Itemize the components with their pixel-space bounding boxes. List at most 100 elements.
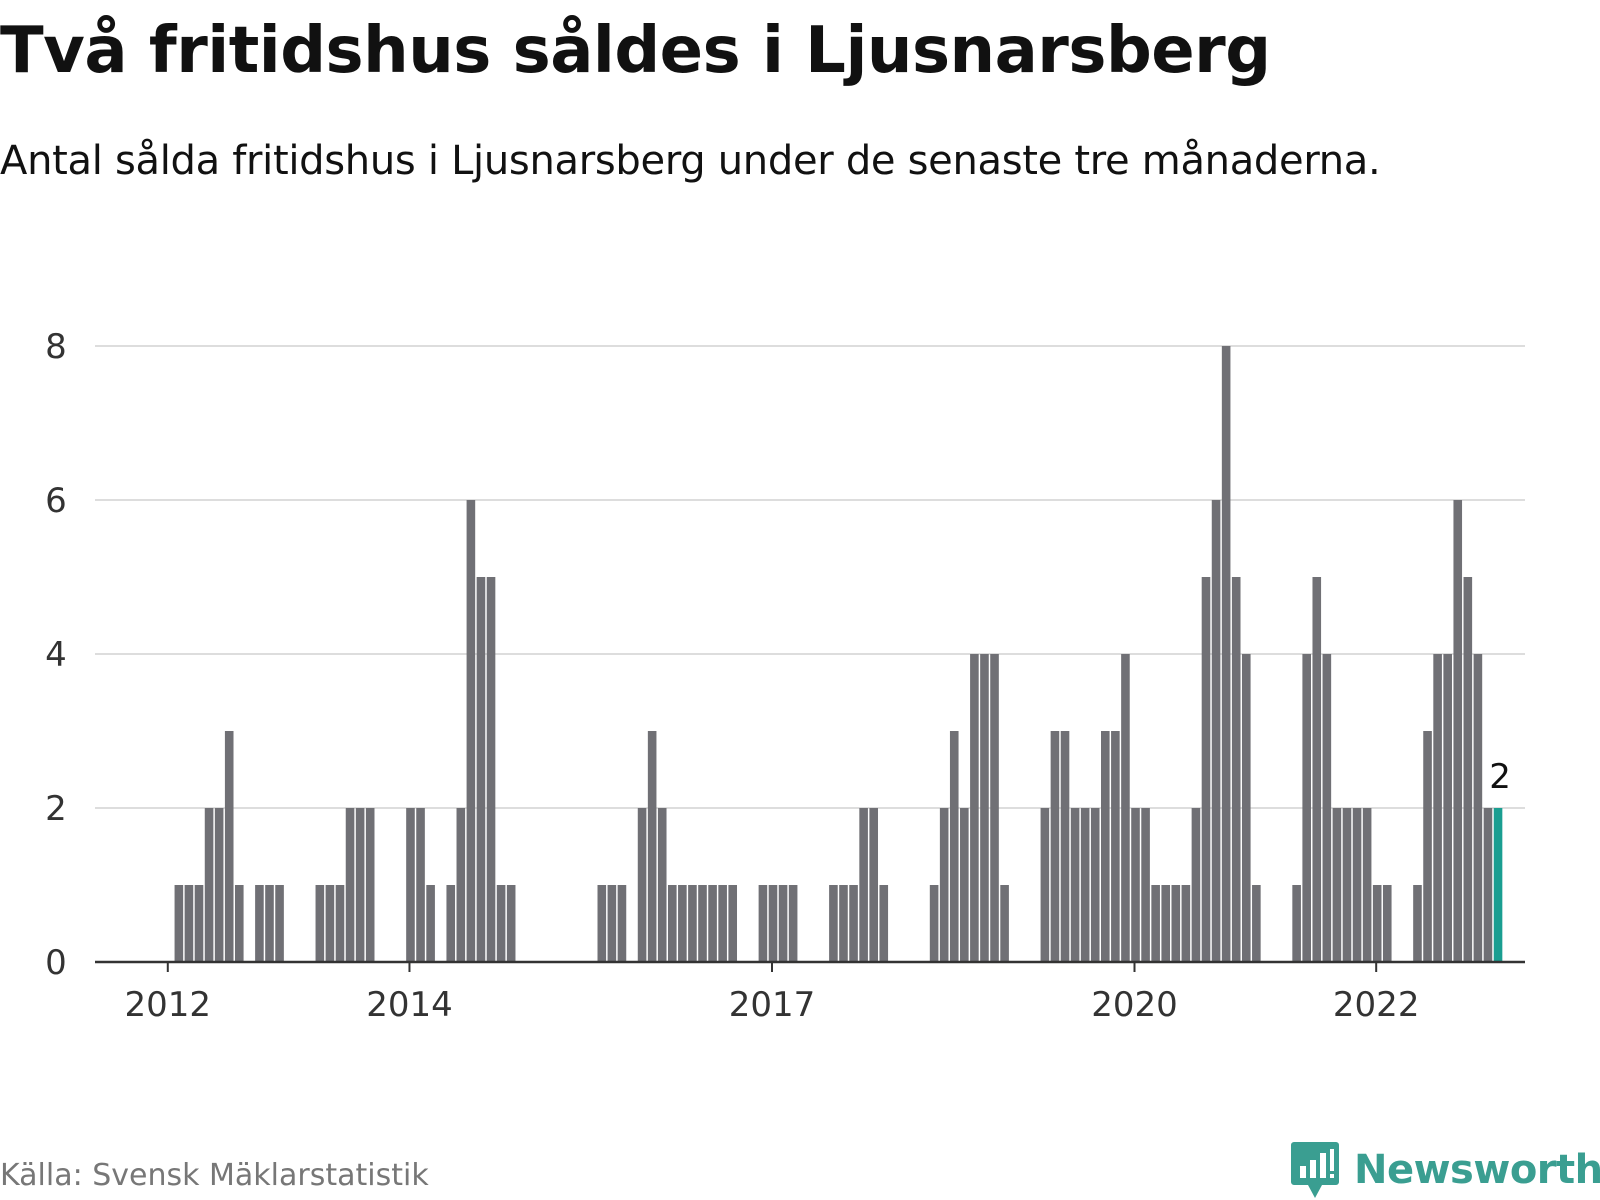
bar — [1332, 808, 1342, 962]
brand-logo: Newsworthy — [1290, 1140, 1600, 1200]
bar — [1111, 731, 1120, 962]
bar — [728, 885, 738, 962]
bar — [406, 808, 415, 962]
page-title: Två fritidshus såldes i Ljusnarsberg — [0, 14, 1271, 88]
bar — [607, 885, 617, 962]
bar — [174, 885, 184, 962]
bar — [496, 885, 506, 962]
bar — [1443, 654, 1452, 962]
bar — [1090, 808, 1100, 962]
bar — [184, 885, 194, 962]
bar — [1292, 885, 1301, 962]
bar-chart: 0 2 4 6 8 2012 2014 2017 2020 2022 2 — [45, 327, 1525, 1025]
bar — [1423, 731, 1432, 962]
bar — [1413, 885, 1422, 962]
bar — [929, 885, 939, 962]
bar — [1181, 885, 1191, 962]
y-tick-label: 6 — [45, 481, 67, 521]
bar — [829, 885, 838, 962]
bar — [1352, 808, 1362, 962]
bar — [506, 885, 516, 962]
bar — [939, 808, 949, 962]
bar — [1342, 808, 1352, 962]
bar — [194, 885, 204, 962]
bar — [778, 885, 788, 962]
last-value-label: 2 — [1489, 757, 1511, 797]
bar — [617, 885, 627, 962]
bar — [1453, 500, 1463, 962]
x-tick-label: 2012 — [125, 985, 212, 1025]
bar — [486, 577, 496, 962]
bar — [1040, 808, 1050, 962]
bar — [275, 885, 284, 962]
bar — [345, 808, 355, 962]
page-subtitle: Antal sålda fritidshus i Ljusnarsberg un… — [0, 138, 1381, 184]
bar — [1211, 500, 1221, 962]
y-tick-label: 0 — [45, 943, 67, 983]
bar — [1252, 885, 1261, 962]
x-tick-label: 2020 — [1091, 985, 1178, 1025]
bar — [1483, 808, 1493, 962]
bar — [1372, 885, 1382, 962]
bar-chart-speech-bubble-icon — [1291, 1142, 1339, 1198]
bar — [970, 654, 979, 962]
bar — [1221, 346, 1231, 962]
bar — [1060, 731, 1070, 962]
bar — [214, 808, 224, 962]
bar — [1161, 885, 1171, 962]
bar — [1070, 808, 1080, 962]
bar — [949, 731, 959, 962]
bar — [1131, 808, 1140, 962]
x-tick-label: 2017 — [729, 985, 816, 1025]
bar — [1433, 654, 1442, 962]
bar — [1322, 654, 1332, 962]
bar — [1241, 654, 1251, 962]
bar — [1141, 808, 1150, 962]
bar — [1080, 808, 1090, 962]
bar — [788, 885, 798, 962]
bar — [1101, 731, 1110, 962]
y-axis-labels: 0 2 4 6 8 — [45, 327, 67, 983]
chart-annotations: 2 — [1489, 757, 1511, 797]
bar — [265, 885, 274, 962]
bar — [839, 885, 848, 962]
chart-gridlines — [95, 345, 1525, 809]
bar — [224, 731, 234, 962]
bar — [416, 808, 425, 962]
bar — [456, 808, 466, 962]
bar — [1151, 885, 1160, 962]
y-tick-label: 8 — [45, 327, 67, 367]
bar — [869, 808, 878, 962]
x-tick-label: 2022 — [1333, 985, 1420, 1025]
bar — [688, 885, 697, 962]
bar — [1473, 654, 1483, 962]
bar — [1171, 885, 1181, 962]
bar — [1362, 808, 1372, 962]
bar — [466, 500, 476, 962]
bar — [204, 808, 214, 962]
bar — [1231, 577, 1241, 962]
bar — [446, 885, 456, 962]
bar — [315, 885, 325, 962]
highlight-bar — [1493, 808, 1503, 962]
bar — [859, 808, 868, 962]
bar — [1050, 731, 1060, 962]
y-tick-label: 2 — [45, 789, 67, 829]
x-axis-ticks: 2012 2014 2017 2020 2022 — [125, 962, 1420, 1025]
bar — [365, 808, 375, 962]
bar — [1201, 577, 1211, 962]
bar — [325, 885, 335, 962]
bar — [990, 654, 999, 962]
bar — [678, 885, 687, 962]
bar — [879, 885, 889, 962]
bar — [980, 654, 989, 962]
brand-name: Newsworthy — [1354, 1147, 1600, 1193]
bar — [849, 885, 858, 962]
x-tick-label: 2014 — [366, 985, 453, 1025]
bar — [597, 885, 607, 962]
bar — [1191, 808, 1201, 962]
bar — [768, 885, 778, 962]
bar — [476, 577, 486, 962]
bar — [1312, 577, 1322, 962]
bar — [647, 731, 657, 962]
